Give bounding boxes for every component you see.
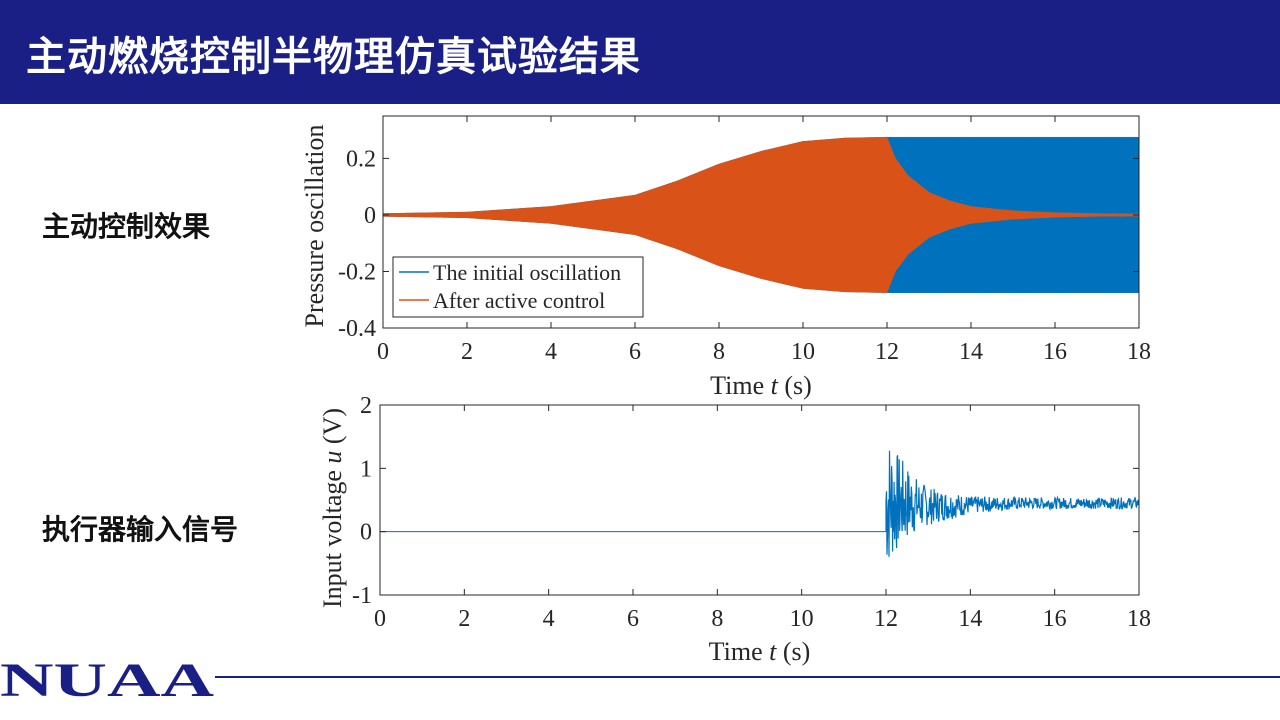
x-tick-label: 10	[790, 606, 814, 632]
x-tick-label: 2	[461, 339, 473, 365]
y-axis-label: Pressure oscillation	[300, 125, 329, 328]
x-tick-label: 0	[377, 339, 389, 365]
actuator-input-label: 执行器输入信号	[42, 513, 239, 546]
logo-text: NUAA	[0, 656, 215, 700]
x-tick-label: 0	[374, 606, 386, 632]
control-effect-label: 主动控制效果	[42, 210, 211, 243]
footer-divider	[215, 676, 1280, 678]
x-tick-label: 14	[958, 606, 982, 632]
y-tick-label: 0.2	[346, 146, 376, 172]
x-tick-label: 18	[1127, 606, 1151, 632]
x-tick-label: 6	[627, 606, 639, 632]
x-tick-label: 16	[1043, 606, 1067, 632]
x-tick-label: 8	[711, 606, 723, 632]
y-axis-label-2: Input voltage u (V)	[318, 408, 347, 608]
y-tick-label: -1	[352, 583, 372, 609]
plot1-frame	[382, 115, 1140, 329]
x-axis-label: Time t (s)	[710, 371, 812, 400]
y-tick-label: -0.2	[338, 259, 376, 285]
x-tick-label: 6	[629, 339, 641, 365]
legend-label-initial: The initial oscillation	[433, 260, 621, 285]
x-axis-label-2: Time t (s)	[709, 637, 811, 666]
y-tick-label: 0	[360, 520, 372, 546]
x-tick-label: 12	[874, 606, 898, 632]
x-tick-label: 8	[713, 339, 725, 365]
title-bar: 主动燃烧控制半物理仿真试验结果	[0, 0, 1280, 104]
x-tick-label: 12	[875, 339, 899, 365]
y-tick-label: 0	[364, 203, 376, 229]
x-tick-label: 4	[543, 606, 555, 632]
y-tick-label: 1	[360, 456, 372, 482]
nuaa-logo: NUAA	[0, 656, 215, 700]
x-tick-label: 10	[791, 339, 815, 365]
page-title: 主动燃烧控制半物理仿真试验结果	[26, 34, 641, 80]
x-tick-label: 16	[1043, 339, 1067, 365]
x-tick-label: 4	[545, 339, 557, 365]
x-tick-label: 2	[458, 606, 470, 632]
series-input-voltage	[885, 450, 1140, 557]
plot2-frame	[379, 404, 1140, 596]
y-tick-label: -0.4	[338, 316, 376, 342]
legend-label-control: After active control	[433, 288, 605, 313]
y-tick-label: 2	[360, 393, 372, 419]
legend-box	[392, 256, 644, 318]
x-tick-label: 18	[1127, 339, 1151, 365]
plot2-area	[380, 405, 1139, 595]
x-tick-label: 14	[959, 339, 983, 365]
